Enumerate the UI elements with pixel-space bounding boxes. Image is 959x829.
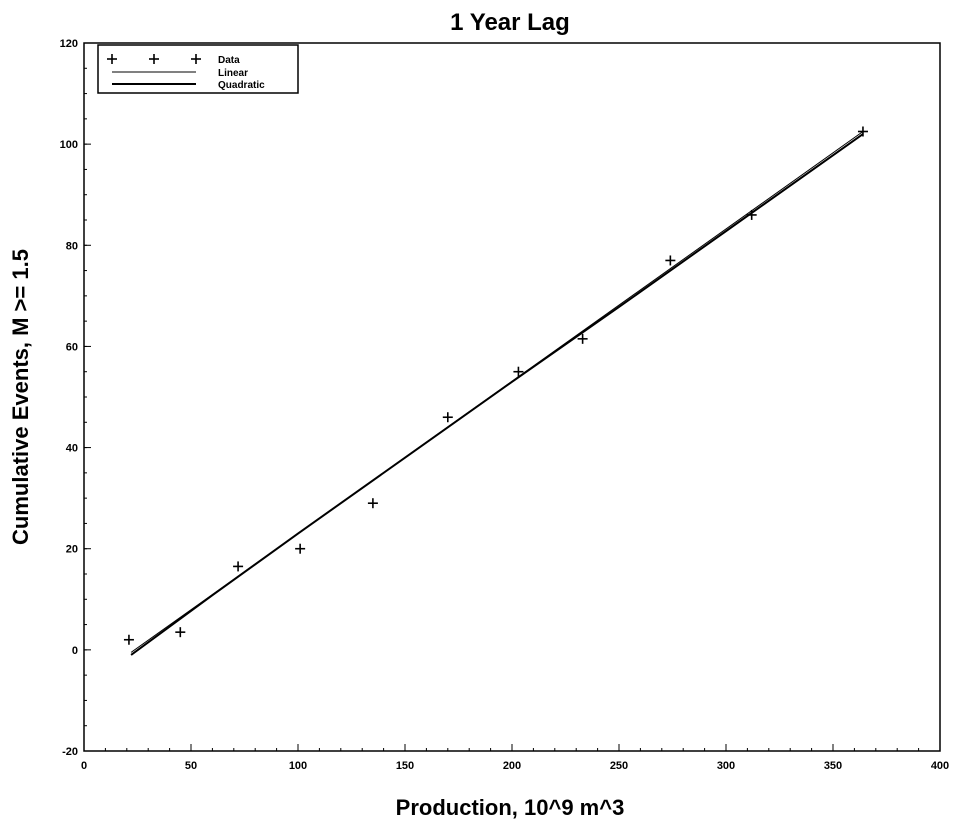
series-line-quadratic <box>130 133 864 656</box>
x-tick-label: 100 <box>289 760 307 772</box>
plot-frame <box>83 42 941 752</box>
legend: Data Linear Quadratic <box>97 44 299 94</box>
x-tick-label: 400 <box>931 760 949 772</box>
data-point <box>367 498 378 509</box>
data-point <box>746 209 757 220</box>
x-tick-label: 250 <box>610 760 628 772</box>
legend-plus-marker <box>107 54 117 64</box>
y-tick-label: 0 <box>72 645 78 657</box>
data-point <box>442 412 453 423</box>
x-tick-label: 300 <box>717 760 735 772</box>
y-tick-label: 120 <box>60 38 78 50</box>
chart-title: 1 Year Lag <box>450 9 570 36</box>
data-point <box>175 627 186 638</box>
data-points <box>123 126 868 645</box>
x-tick-label: 350 <box>824 760 842 772</box>
legend-label-quadratic: Quadratic <box>218 80 265 91</box>
y-tick-label: 40 <box>66 443 78 455</box>
data-point <box>233 561 244 572</box>
data-point <box>295 543 306 554</box>
fit-lines <box>130 131 864 656</box>
y-tick-label: 80 <box>66 240 78 252</box>
x-tick-label: 50 <box>185 760 197 772</box>
data-point <box>857 126 868 137</box>
y-axis-ticks: -20 0 20 40 60 80 100 120 <box>60 38 91 758</box>
data-point <box>513 366 524 377</box>
legend-plus-marker <box>191 54 201 64</box>
data-point <box>577 333 588 344</box>
legend-data-marker <box>107 54 201 64</box>
x-axis-ticks: 0 50 100 150 200 250 300 350 400 <box>81 744 949 772</box>
y-tick-label: 100 <box>60 139 78 151</box>
x-tick-label: 0 <box>81 760 87 772</box>
x-axis-label: Production, 10^9 m^3 <box>396 795 625 820</box>
legend-plus-marker <box>149 54 159 64</box>
legend-box <box>97 44 299 94</box>
x-tick-label: 150 <box>396 760 414 772</box>
y-tick-label: -20 <box>62 746 78 758</box>
y-tick-label: 60 <box>66 341 78 353</box>
data-point <box>665 255 676 266</box>
legend-label-linear: Linear <box>218 68 248 79</box>
legend-label-data: Data <box>218 55 240 66</box>
y-axis-label: Cumulative Events, M >= 1.5 <box>8 249 33 545</box>
y-tick-label: 20 <box>66 544 78 556</box>
data-point <box>123 634 134 645</box>
x-tick-label: 200 <box>503 760 521 772</box>
